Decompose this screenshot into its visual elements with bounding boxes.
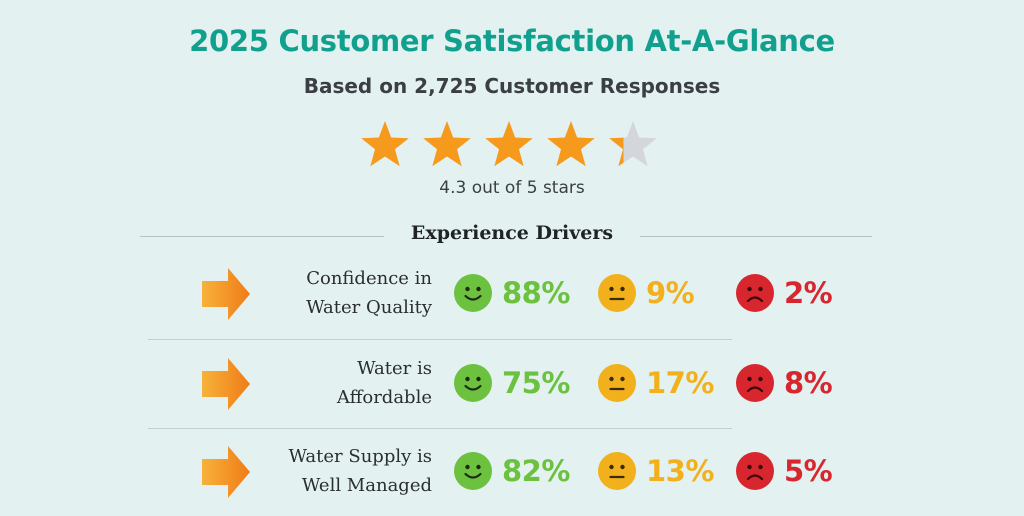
page-title: 2025 Customer Satisfaction At-A-Glance: [189, 24, 835, 58]
driver-row: Water Supply is Well Managed 82% 13% 5%: [140, 428, 872, 516]
arrow-right-icon: [202, 268, 250, 320]
star-icon: [423, 121, 471, 167]
star-rating-graphic: [361, 121, 657, 167]
neutral-percent: 13%: [646, 454, 714, 488]
page-subtitle: Based on 2,725 Customer Responses: [303, 74, 721, 98]
driver-label: Water Supply is Well Managed: [260, 442, 433, 500]
driver-label-line1: Confidence in: [306, 268, 432, 289]
drivers-title: Experience Drivers: [410, 222, 614, 244]
happy-face-icon: [454, 364, 492, 402]
happy-percent: 82%: [502, 454, 570, 488]
driver-label-line1: Water is: [357, 358, 432, 379]
rating-text: 4.3 out of 5 stars: [439, 178, 585, 198]
arrow-right-icon: [202, 358, 250, 410]
driver-label-line2: Affordable: [336, 387, 432, 408]
arrow-right-icon: [202, 446, 250, 498]
sad-percent: 8%: [784, 366, 833, 400]
happy-face-icon: [454, 452, 492, 490]
driver-label: Water is Affordable: [260, 354, 432, 412]
star-icon: [361, 121, 409, 167]
sad-face-icon: [736, 274, 774, 312]
row-divider: [148, 339, 732, 340]
star-icon: [485, 121, 533, 167]
neutral-percent: 17%: [646, 366, 714, 400]
neutral-percent: 9%: [646, 276, 695, 310]
driver-label-line2: Water Quality: [306, 297, 432, 318]
neutral-face-icon: [598, 274, 636, 312]
neutral-face-icon: [598, 452, 636, 490]
driver-label-line1: Water Supply is: [288, 446, 433, 467]
sad-percent: 5%: [784, 454, 833, 488]
happy-percent: 88%: [502, 276, 570, 310]
driver-row: Water is Affordable 75% 17% 8%: [140, 340, 872, 428]
sad-percent: 2%: [784, 276, 833, 310]
drivers-rule-left: [140, 236, 384, 237]
star-rating: [358, 116, 658, 174]
driver-label: Confidence in Water Quality: [260, 264, 432, 322]
happy-face-icon: [454, 274, 492, 312]
star-icon: [547, 121, 595, 167]
drivers-rule-right: [640, 236, 872, 237]
star-icon: [609, 121, 657, 167]
sad-face-icon: [736, 452, 774, 490]
happy-percent: 75%: [502, 366, 570, 400]
sad-face-icon: [736, 364, 774, 402]
driver-label-line2: Well Managed: [301, 475, 432, 496]
row-divider: [148, 428, 732, 429]
driver-row: Confidence in Water Quality 88% 9% 2%: [140, 250, 872, 338]
neutral-face-icon: [598, 364, 636, 402]
